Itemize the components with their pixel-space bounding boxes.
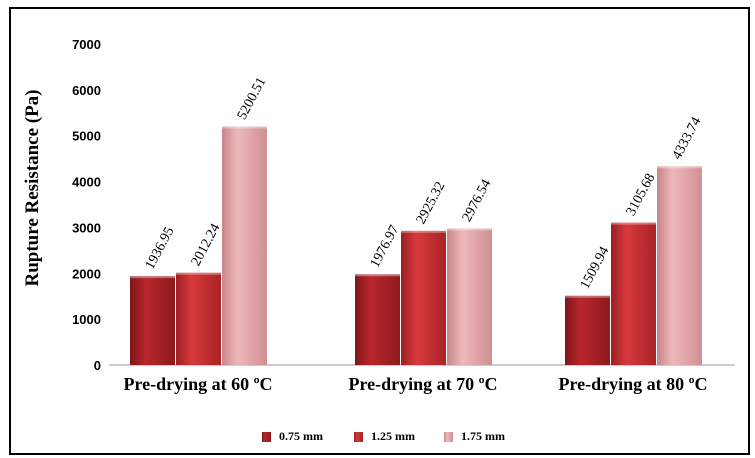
bar [222,126,267,365]
x-category-label: Pre-drying at 70 ºC [348,374,497,394]
data-label: 4333.74 [670,115,705,162]
bar [611,222,656,365]
bar [657,166,702,365]
bar [130,276,175,365]
y-tick-label: 3000 [72,220,101,235]
legend-swatch [354,432,363,442]
bar [401,230,446,365]
bar-highlight [401,230,446,233]
legend-swatch [444,432,453,442]
y-axis-title: Rupture Resistance (Pa) [22,89,43,286]
bar-highlight [176,272,221,275]
data-label: 2976.54 [460,177,495,224]
data-label: 1936.95 [143,225,178,272]
y-tick-label: 7000 [72,37,101,52]
bar [355,274,400,365]
legend-swatch [262,432,271,442]
bar-highlight [447,228,492,231]
x-category-label: Pre-drying at 60 ºC [123,374,272,394]
bar-highlight [130,276,175,279]
legend-label: 1.25 mm [371,429,415,443]
y-tick-label: 0 [94,358,101,373]
data-label: 2012.24 [189,221,224,268]
bar-highlight [657,166,702,169]
bar [565,295,610,365]
y-tick-label: 2000 [72,266,101,281]
legend-label: 1.75 mm [461,429,505,443]
bar [176,272,221,365]
y-tick-label: 4000 [72,175,101,190]
bar-highlight [565,295,610,298]
bar [447,228,492,365]
legend-label: 0.75 mm [279,429,323,443]
data-label: 3105.68 [624,171,659,218]
data-label: 2925.32 [414,180,449,227]
bar-highlight [611,222,656,225]
x-category-label: Pre-drying at 80 ºC [558,374,707,394]
y-tick-label: 1000 [72,312,101,327]
bars-group [130,126,702,365]
data-label: 1976.97 [368,223,403,270]
bar-highlight [355,274,400,277]
legend: 0.75 mm 1.25 mm 1.75 mm [262,429,505,443]
bar-highlight [222,126,267,129]
data-label: 1509.94 [578,244,613,291]
y-tick-label: 5000 [72,129,101,144]
y-tick-label: 6000 [72,83,101,98]
data-label: 5200.51 [235,75,270,122]
